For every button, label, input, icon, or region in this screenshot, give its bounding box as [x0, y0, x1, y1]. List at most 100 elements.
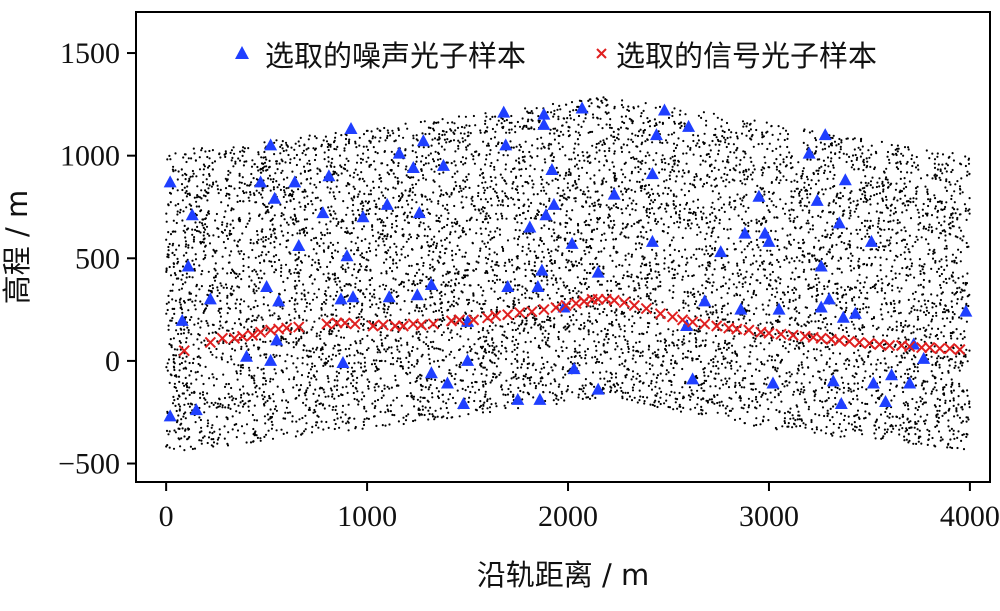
noise-sample-point: [879, 394, 893, 407]
signal-sample-point: [934, 342, 946, 355]
legend-noise-label: 选取的噪声光子样本: [265, 39, 526, 73]
signal-sample-point: [489, 310, 502, 322]
noise-sample-point: [834, 397, 848, 410]
noise-sample-point: [682, 119, 696, 132]
signal-sample-point: [560, 299, 572, 312]
plot-frame: [135, 11, 991, 483]
signal-sample-point: [467, 314, 480, 326]
noise-sample-point: [772, 302, 786, 315]
x-tick-label: 1000: [337, 500, 397, 533]
noise-sample-point: [545, 163, 559, 176]
x-tick-label: 4000: [940, 500, 1000, 533]
noise-sample-point: [531, 280, 545, 293]
noise-sample-point: [380, 197, 394, 210]
noise-sample-point: [440, 376, 454, 389]
noise-sample-point: [382, 290, 396, 303]
signal-sample-point: [204, 336, 217, 349]
legend: 选取的噪声光子样本 选取的信号光子样本: [235, 39, 877, 73]
signal-sample-point: [254, 326, 267, 338]
noise-sample-point: [810, 193, 824, 206]
noise-sample-point: [288, 175, 302, 188]
signal-sample-point: [698, 318, 711, 330]
signal-sample-point: [339, 317, 351, 329]
signal-sample-point: [246, 329, 259, 341]
signal-sample-point: [570, 297, 582, 310]
noise-sample-point: [163, 175, 177, 188]
noise-sample-point: [591, 265, 605, 278]
y-axis-title: 高程 / m: [0, 190, 34, 304]
noise-sample-point: [734, 302, 748, 315]
noise-sample-point: [903, 376, 917, 389]
signal-sample-point: [228, 332, 241, 345]
noise-sample-point: [346, 290, 360, 303]
noise-sample-point: [264, 353, 278, 366]
y-tick-label: −500: [58, 448, 120, 481]
signal-sample-point: [608, 294, 620, 307]
signal-sample-point: [550, 301, 562, 314]
signal-sample-point: [377, 319, 389, 331]
noise-sample-point: [268, 191, 282, 204]
signal-sample-point: [815, 332, 827, 345]
signal-sample-point: [731, 323, 743, 335]
noise-sample-point: [272, 294, 286, 307]
signal-sample-point: [321, 318, 333, 330]
noise-sample-point: [499, 138, 513, 151]
signal-sample-point: [640, 302, 653, 315]
noise-sample-point: [826, 374, 840, 387]
signal-sample-point: [280, 322, 293, 334]
noise-sample-point: [657, 103, 671, 116]
noise-sample-point: [822, 292, 836, 305]
signal-sample-point: [538, 303, 550, 316]
signal-sample-point: [743, 324, 755, 336]
signal-sample-point: [514, 306, 526, 319]
noise-sample-point: [758, 226, 772, 239]
noise-sample-point: [406, 160, 420, 173]
noise-photon-cloud: [165, 96, 971, 452]
noise-sample-point: [336, 355, 350, 368]
noise-sample-point: [356, 210, 370, 223]
noise-sample-point: [457, 397, 471, 410]
noise-sample-point: [762, 234, 776, 247]
noise-sample-point: [838, 173, 852, 186]
signal-sample-point: [618, 296, 630, 309]
signal-sample-point: [903, 340, 916, 353]
signal-sample-point: [578, 295, 590, 308]
noise-sample-point: [645, 167, 659, 180]
noise-sample-point: [836, 310, 850, 323]
noise-sample-point: [539, 208, 553, 221]
signal-sample-point: [873, 338, 886, 351]
noise-sample-point: [645, 234, 659, 247]
noise-sample-point: [537, 107, 551, 120]
signal-sample-point: [711, 320, 723, 332]
noise-sample-point: [497, 105, 511, 118]
y-tick-label: 500: [75, 242, 120, 275]
signal-sample-point: [853, 336, 866, 349]
noise-sample-point: [591, 382, 605, 395]
noise-sample-point: [344, 121, 358, 134]
signal-sample-point: [775, 328, 787, 340]
noise-sample-point: [848, 306, 862, 319]
signal-sample-point: [924, 341, 936, 354]
noise-sample-point: [461, 353, 475, 366]
noise-sample-point: [547, 197, 561, 210]
signal-sample-point: [954, 343, 966, 356]
signal-sample-point: [293, 321, 305, 333]
noise-sample-point: [802, 146, 816, 159]
signal-sample-point: [787, 329, 799, 341]
noise-sample-point: [424, 366, 438, 379]
signal-sample-point: [397, 320, 409, 332]
x-axis: 0 1000 2000 3000 4000: [159, 482, 1000, 533]
noise-sample-point: [533, 392, 547, 405]
signal-sample-point: [502, 309, 514, 321]
signal-sample-point: [453, 314, 466, 326]
noise-sample-point: [537, 117, 551, 130]
y-tick-label: 1500: [60, 37, 120, 70]
series-layer: [163, 101, 973, 422]
noise-sample-point: [181, 259, 195, 272]
noise-sample-point: [535, 263, 549, 276]
noise-sample-point: [814, 259, 828, 272]
noise-sample-point: [523, 220, 537, 233]
signal-sample-point: [676, 314, 689, 326]
noise-sample-point: [501, 280, 515, 293]
signal-sample-point: [526, 305, 538, 318]
